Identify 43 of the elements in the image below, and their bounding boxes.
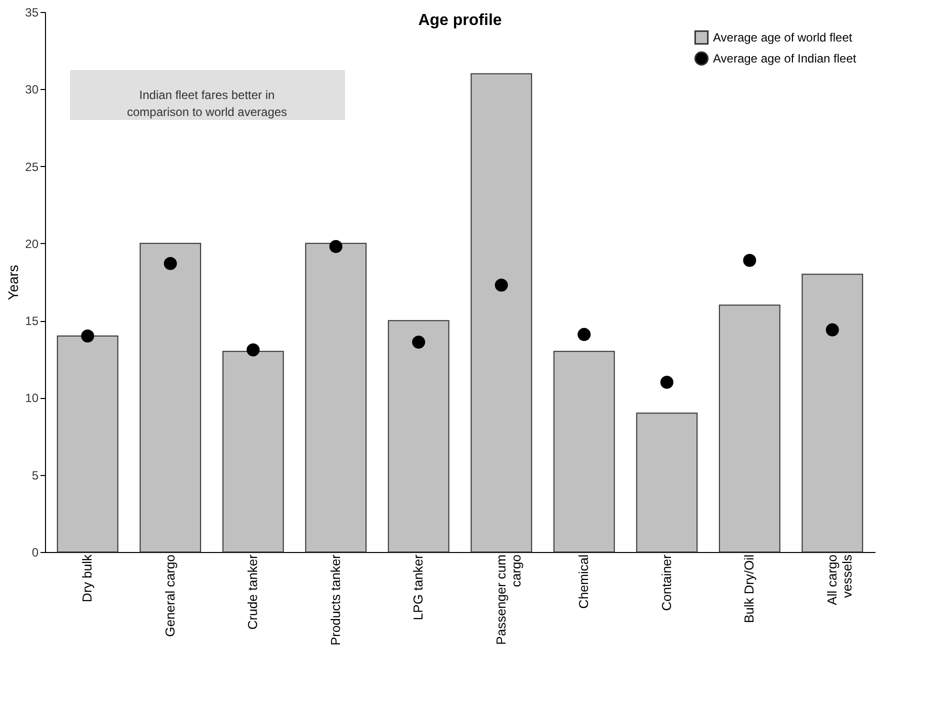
bar (553, 350, 615, 552)
bar (636, 412, 698, 552)
point (81, 329, 94, 343)
y-tick-label: 5 (32, 468, 39, 482)
x-tick-label: Crude tanker (245, 554, 260, 630)
x-tick-label: General cargo (162, 554, 178, 637)
point (826, 323, 839, 336)
point (412, 336, 426, 349)
y-tick-label: 0 (32, 546, 39, 560)
y-tick-label: 15 (25, 314, 39, 328)
annotation: Indian fleet fares better in comparison to world averages (126, 88, 288, 119)
bar (718, 304, 780, 552)
y-tick-label: 25 (25, 160, 39, 174)
point (164, 256, 177, 270)
legend-label: Average age of Indian fleet (713, 52, 857, 66)
point (494, 278, 508, 292)
legend-label: Average age of world fleet (713, 30, 853, 44)
point (660, 376, 674, 389)
bar (470, 73, 532, 552)
x-tick-label: Chemical (576, 554, 592, 609)
x-tick-label: Container (658, 554, 674, 611)
y-tick-label: 10 (25, 391, 39, 406)
chart-title: Age profile (418, 12, 502, 29)
y-axis-title: Years (5, 264, 22, 300)
point (578, 328, 591, 341)
y-tick-label: 35 (25, 6, 39, 20)
x-tick-label: Dry bulk (80, 554, 95, 602)
bar (388, 320, 450, 552)
x-tick-label: Passenger cum cargo (493, 554, 524, 645)
bar (140, 242, 202, 552)
bar (222, 350, 284, 552)
bar (305, 242, 367, 552)
x-tick-label: LPG tanker (410, 554, 426, 620)
y-tick-label: 30 (25, 82, 39, 97)
bar (802, 274, 864, 552)
x-tick-label: Products tanker (328, 554, 343, 646)
point (329, 240, 342, 254)
bar (56, 336, 118, 552)
point (743, 254, 756, 267)
x-tick-label: Bulk Dry/Oil (742, 554, 757, 624)
point (246, 343, 260, 356)
y-tick-label: 20 (25, 236, 39, 251)
x-tick-label: All cargo vessels (824, 554, 854, 606)
